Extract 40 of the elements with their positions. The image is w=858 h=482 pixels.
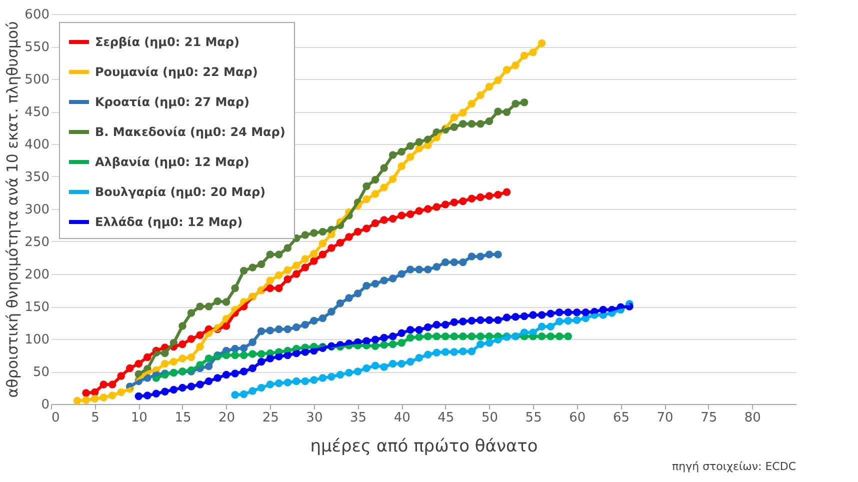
legend-label: Ρουμανία (ημ0: 22 Μαρ)	[95, 65, 258, 79]
legend-label: Βουλγαρία (ημ0: 20 Μαρ)	[95, 185, 266, 199]
y-tick-label: 300	[24, 202, 50, 218]
text: πηγή στοιχείων: ECDC	[672, 460, 796, 473]
x-axis-title: ημέρες από πρώτο θάνατο	[310, 436, 538, 456]
x-tick-label: 20	[218, 410, 236, 426]
x-tick-label: 40	[394, 410, 410, 426]
x-tick-label: 15	[174, 410, 192, 426]
x-tick-label: 10	[130, 410, 148, 426]
y-tick-label: 400	[24, 138, 50, 152]
x-tick-label: 35	[350, 410, 367, 426]
x-tick-label: 60	[569, 410, 586, 426]
y-tick-label: 350	[24, 170, 50, 185]
y-tick-label: 150	[24, 300, 50, 315]
x-tick-label: 50	[481, 410, 498, 426]
y-axis-title: αθροιστική θνησιμότητα ανά 10 εκατ. πληθυσμού	[4, 21, 22, 398]
x-tick-label: 25	[262, 410, 279, 426]
y-tick-label: 0	[41, 398, 50, 412]
y-tick-label: 600	[24, 8, 50, 22]
y-tick-label: 50	[32, 365, 50, 380]
x-tick-label: 30	[306, 410, 323, 426]
legend-label: Β. Μακεδονία (ημ0: 24 Μαρ)	[95, 125, 286, 139]
x-tick-label: 80	[744, 410, 761, 426]
legend-label: Αλβανία (ημ0: 12 Μαρ)	[95, 155, 250, 169]
x-tick-label: 55	[525, 410, 542, 426]
legend-label: Σερβία (ημ0: 21 Μαρ)	[95, 35, 240, 49]
y-tick-label: 200	[24, 268, 50, 282]
y-tick-label: 250	[24, 235, 50, 250]
x-tick-label: 70	[656, 410, 674, 426]
legend-label: Ελλάδα (ημ0: 12 Μαρ)	[95, 215, 243, 229]
y-tick-label: 500	[24, 72, 50, 88]
legend-label: Κροατία (ημ0: 27 Μαρ)	[95, 95, 250, 109]
y-tick-label: 550	[24, 40, 50, 55]
y-tick-label: 450	[24, 105, 50, 120]
x-tick-label: 5	[91, 410, 100, 426]
x-tick-label: 75	[700, 410, 718, 426]
x-tick-label: 65	[612, 410, 630, 426]
x-tick-label: 45	[438, 410, 454, 426]
x-tick-label: 0	[52, 410, 60, 426]
y-tick-label: 100	[24, 332, 50, 348]
